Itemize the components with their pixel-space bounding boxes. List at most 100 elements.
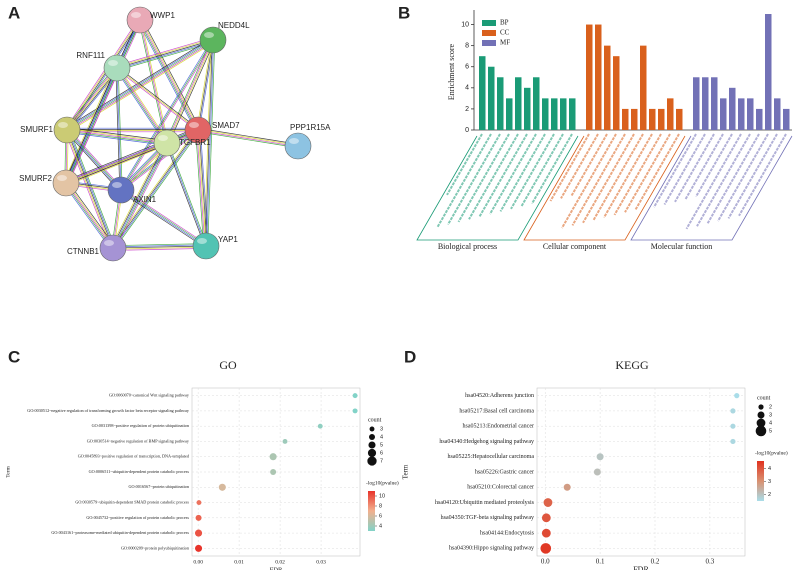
x-axis-label: FDR: [270, 566, 283, 570]
dot-chart: D KEGG hsa04520:Adherens junction hsa05217:…: [402, 347, 788, 570]
edge: [63, 184, 112, 250]
illegible-label: [560, 133, 599, 199]
edge: [113, 143, 169, 249]
y-tick-label: hsa04520:Adherens junction: [465, 393, 534, 399]
edge: [66, 68, 119, 184]
legend-dot: [367, 448, 377, 458]
legend-label: CC: [500, 29, 510, 37]
bar: [488, 66, 495, 130]
edge: [64, 183, 113, 249]
node-highlight: [58, 122, 68, 128]
node-label: WWP1: [150, 11, 175, 20]
y-tick-label: hsa04350:TGF-beta signaling pathway: [441, 515, 534, 521]
dot: [596, 453, 604, 461]
edge: [168, 40, 215, 144]
bar: [506, 98, 513, 130]
illegible-label: [510, 133, 555, 210]
legend-swatch: [482, 40, 496, 46]
node: [126, 6, 154, 34]
node: [192, 232, 220, 260]
illegible-label: [674, 133, 715, 203]
color-tick-label: 8: [379, 503, 382, 509]
node-label: SMURF1: [20, 125, 53, 134]
bar: [595, 24, 602, 130]
y-tick-label: hsa05226:Gastric cancer: [475, 469, 534, 475]
node-label: AXIN1: [133, 195, 157, 204]
bar: [524, 87, 531, 130]
node-label: CTNNB1: [67, 247, 100, 256]
node-highlight: [131, 12, 141, 18]
dot: [317, 423, 323, 429]
node-label: SMAD7: [212, 121, 240, 130]
group-label: Biological process: [438, 242, 497, 251]
edge: [66, 130, 121, 191]
x-tick-label: 0.02: [275, 559, 285, 565]
illegible-label: [446, 133, 483, 196]
node-highlight: [197, 238, 207, 244]
dot: [196, 500, 202, 505]
edge: [117, 67, 123, 190]
illegible-label: [457, 133, 510, 223]
illegible-label: [624, 133, 671, 213]
bar: [649, 108, 656, 130]
bar: [765, 14, 772, 130]
node: [99, 234, 127, 262]
bar: [613, 56, 620, 130]
illegible-label: [706, 133, 760, 225]
edge: [138, 20, 167, 144]
edge: [116, 39, 214, 69]
illegible-label: [727, 133, 778, 219]
edge: [113, 248, 207, 251]
dot: [734, 393, 740, 399]
edge: [138, 20, 198, 131]
bar: [729, 87, 736, 130]
dot: [195, 529, 203, 537]
x-tick-label: 0.00: [193, 559, 203, 565]
edge: [111, 142, 167, 248]
dot: [730, 423, 736, 429]
edge: [119, 39, 213, 190]
color-bar: [368, 491, 375, 531]
edge: [67, 127, 168, 141]
illegible-label: [571, 133, 626, 226]
group-bracket: [630, 135, 793, 241]
color-tick-label: 4: [768, 466, 771, 472]
group-bracket: [523, 135, 686, 241]
bar-chart: B 0 2 4 6 8 10 Enrichment score Biological proce…: [398, 3, 793, 251]
edge: [63, 66, 116, 183]
panel-label: A: [8, 3, 20, 22]
y-tick-label: GO:0060070~canonical Wnt signaling pathw…: [109, 393, 190, 398]
edge: [66, 130, 167, 145]
y-tick-label: hsa04144:Endocytosis: [480, 530, 535, 536]
edge: [110, 141, 166, 248]
node-highlight: [204, 32, 214, 38]
edge: [64, 130, 112, 249]
legend-label: 5: [769, 428, 772, 434]
legend-label: 3: [380, 426, 383, 432]
node-label: SMURF2: [19, 174, 52, 183]
edge: [112, 129, 198, 248]
x-tick-label: 0.2: [651, 558, 660, 566]
legend-dot: [367, 456, 377, 466]
x-tick-label: 0.0: [541, 558, 550, 566]
legend-title: -log10(pvalue): [755, 449, 788, 456]
node-highlight: [104, 240, 114, 246]
node-label: PPP1R15A: [290, 123, 331, 132]
illegible-label: [468, 133, 519, 220]
y-tick-label: hsa05213:Endometrial cancer: [463, 424, 534, 430]
y-tick-label: 6: [465, 64, 469, 71]
dot: [352, 408, 358, 414]
bar: [604, 45, 611, 130]
edge: [140, 19, 169, 143]
edge: [66, 39, 214, 131]
edge: [137, 20, 197, 132]
node-highlight: [158, 135, 168, 141]
bar: [560, 98, 567, 130]
illegible-label: [634, 133, 680, 211]
edge: [167, 142, 208, 246]
y-tick-label: GO:0030512~negative regulation of transf…: [27, 408, 190, 413]
edge: [65, 67, 117, 130]
edge: [114, 130, 200, 250]
edge: [116, 67, 199, 131]
x-tick-label: 0.1: [596, 558, 605, 566]
